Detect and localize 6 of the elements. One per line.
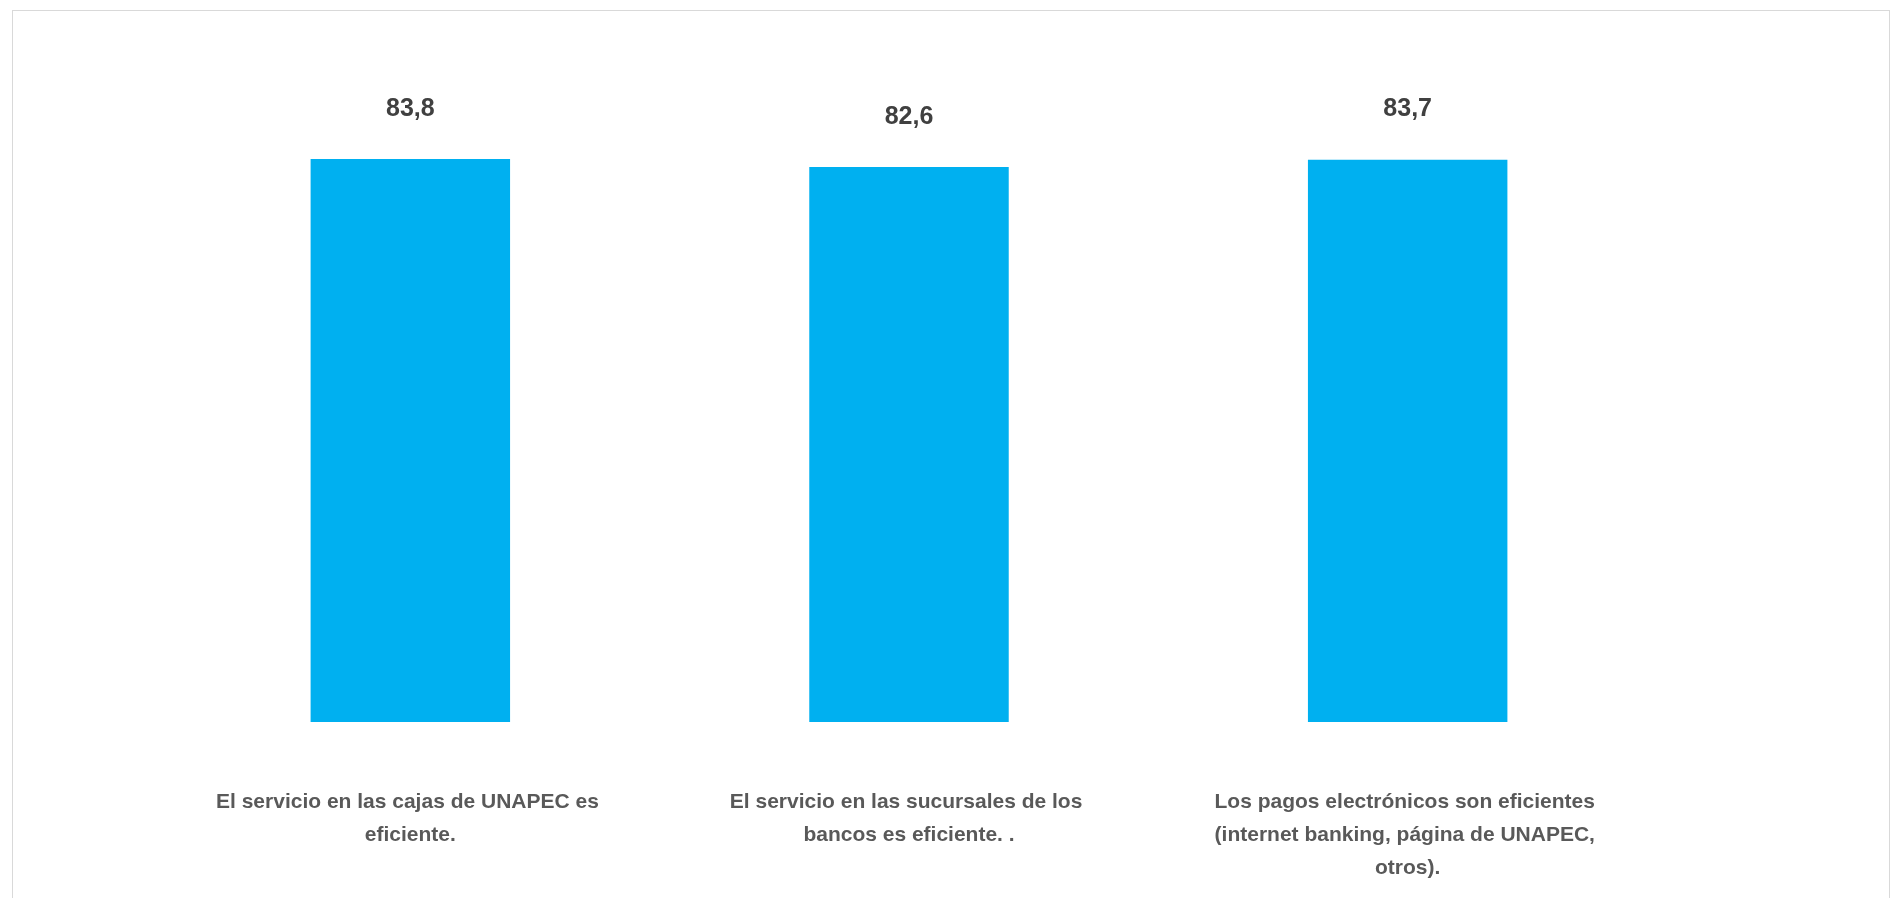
x-tick-label: Los pagos electrónicos son eficientes (internet banking, página de UNAPEC, otros). — [1214, 789, 1601, 878]
data-label: 82,6 — [884, 100, 934, 129]
x-tick-label: El servicio en las cajas de UNAPEC es eficiente. — [215, 789, 605, 845]
data-label: 83,8 — [386, 92, 435, 121]
data-label: 83,7 — [1383, 93, 1432, 122]
x-tick-label: El servicio en las sucursales de los bancos es eficiente. . — [729, 789, 1089, 845]
